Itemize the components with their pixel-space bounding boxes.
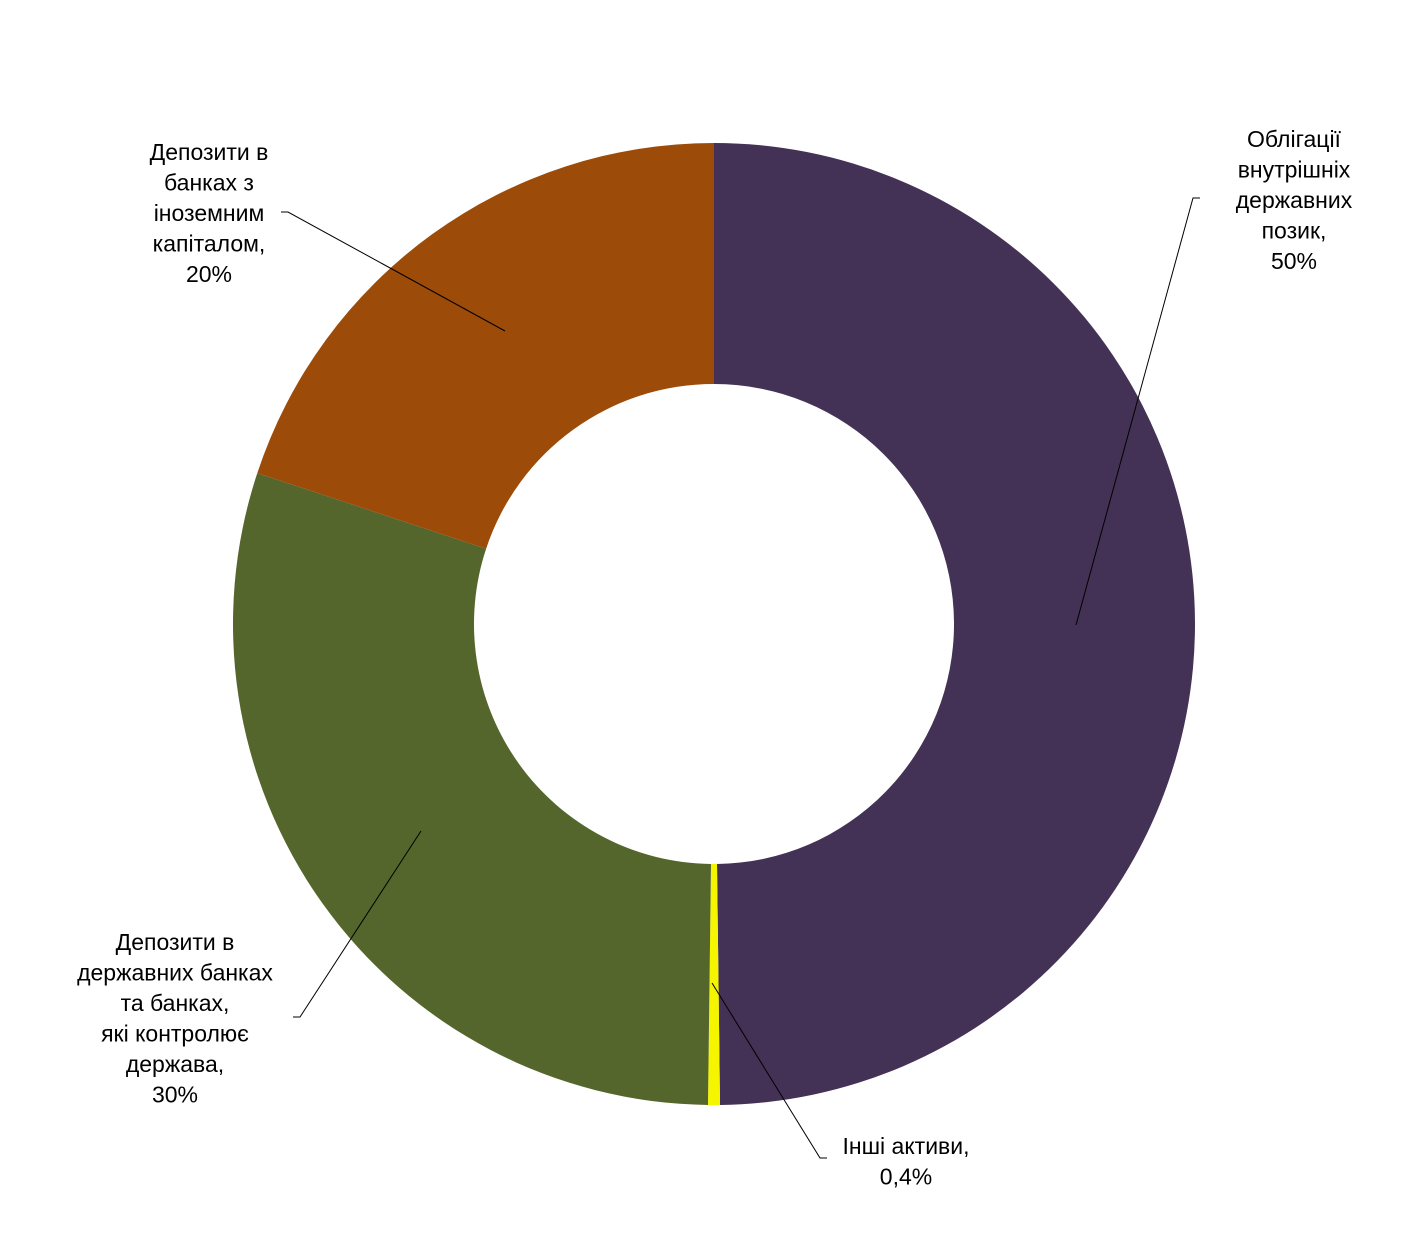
data-label-line: Інші активи,: [843, 1133, 970, 1159]
data-label-line: 0,4%: [880, 1164, 932, 1190]
data-labels: Облігації внутрішніх державних позик, 50% Інш…: [77, 126, 1353, 1190]
data-label-line: 20%: [186, 261, 232, 287]
data-label-line: позик,: [1262, 218, 1327, 244]
leader-line-state-bank-deposits: [293, 830, 422, 1018]
data-label-line: державних: [1236, 187, 1353, 213]
data-label-line: банках з: [164, 170, 254, 196]
data-label-line: 50%: [1271, 248, 1317, 274]
data-label-line: державних банках: [77, 960, 273, 986]
slice-foreign-bank-deposits: [257, 143, 714, 549]
data-label-foreign-bank-deposits: Депозити в банках з іноземним капіталом, 20%: [150, 139, 269, 287]
data-label-line: 30%: [152, 1082, 198, 1108]
leader-line-other-assets: [711, 982, 827, 1159]
data-label-other-assets: Інші активи, 0,4%: [843, 1133, 970, 1190]
data-label-line: Облігації: [1247, 126, 1342, 152]
leader-line-ovdp: [1075, 197, 1200, 626]
data-label-line: та банках,: [121, 990, 230, 1016]
data-label-line: капіталом,: [153, 231, 266, 257]
data-label-line: Депозити в: [116, 929, 235, 955]
data-label-ovdp: Облігації внутрішніх державних позик, 50%: [1236, 126, 1353, 274]
slice-state-bank-deposits: [233, 473, 711, 1105]
data-label-line: держава,: [126, 1051, 224, 1077]
leader-lines: [281, 197, 1200, 1159]
slice-ovdp: [714, 143, 1195, 1105]
slice-other-assets: [707, 863, 721, 1105]
data-label-line: Депозити в: [150, 139, 269, 165]
donut-slices: [233, 143, 1195, 1105]
data-label-line: які контролює: [101, 1021, 249, 1047]
leader-line-foreign-bank-deposits: [281, 211, 506, 332]
data-label-line: внутрішніх: [1238, 157, 1351, 183]
data-label-line: іноземним: [154, 200, 265, 226]
data-label-state-bank-deposits: Депозити в державних банках та банках, які …: [77, 929, 273, 1108]
